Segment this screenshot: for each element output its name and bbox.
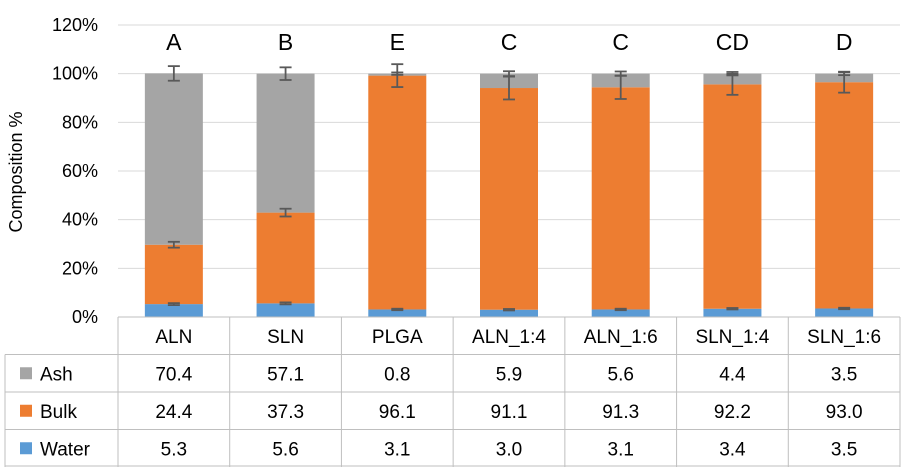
bar-water-aln [144,304,203,317]
significance-letter: E [390,29,405,55]
table-cell: 70.4 [155,364,192,385]
bar-water-sln [256,303,315,317]
table-cell: 5.6 [608,364,634,385]
y-tick-label: 120% [52,15,98,35]
bar-bulk-aln-1-4 [480,88,538,310]
significance-letter: C [612,29,629,55]
x-category-label: ALN_1:6 [584,327,658,348]
table-cell: 4.4 [719,364,746,385]
significance-letter: C [501,29,518,55]
y-axis-label: Composition % [6,111,26,232]
legend-label-ash: Ash [40,364,73,385]
table-cell: 24.4 [155,402,192,423]
table-cell: 3.5 [831,439,857,460]
data-table: ALN SLN PLGA ALN_1:4 ALN_1:6 SLN_1:4 SLN_1:6 As… [4,316,901,467]
x-category-label: SLN_1:6 [807,327,881,348]
table-cell: 5.6 [272,439,298,460]
table-cell: 3.5 [831,364,857,385]
bar-bulk-plga [368,75,427,310]
y-axis: 0% 20% 40% 60% 80% 100% 120% [52,15,98,327]
y-tick-label: 80% [62,112,98,132]
bar-water-sln-1-4 [703,308,762,317]
table-cell: 91.3 [602,402,639,423]
x-category-label: ALN [155,327,192,348]
table-cell: 3.1 [608,439,634,460]
error-bars [167,63,851,312]
bar-water-aln-1-6 [591,309,650,317]
y-tick-label: 100% [52,64,98,84]
significance-letters: A B E C C CD D [166,29,852,55]
table-cell: 96.1 [379,402,416,423]
bar-bulk-sln-1-4 [703,84,762,309]
y-tick-label: 60% [62,161,98,181]
y-tick-label: 40% [62,210,98,230]
bar-water-aln-1-4 [480,309,538,317]
x-category-label: PLGA [372,327,423,348]
bar-water-sln-1-6 [815,308,874,317]
bar-ash-sln [256,73,315,213]
table-cell: 0.8 [384,364,410,385]
significance-letter: A [166,29,182,55]
significance-letter: CD [716,29,749,55]
y-tick-label: 0% [72,307,98,327]
bar-bulk-sln-1-6 [815,82,874,309]
bar-bulk-sln [256,212,315,304]
x-category-label: SLN [267,327,304,348]
x-category-label: SLN_1:4 [695,327,769,348]
table-cell: 93.0 [826,402,863,423]
table-cell: 91.1 [491,402,528,423]
table-cell: 5.3 [161,439,187,460]
legend-label-water: Water [40,439,91,460]
bars [144,73,874,317]
legend-key-ash [20,367,32,380]
table-cell: 92.2 [714,402,751,423]
significance-letter: B [278,29,293,55]
significance-letter: D [836,29,853,55]
x-category-label: ALN_1:4 [472,327,546,348]
bar-bulk-aln [144,244,203,305]
bar-ash-aln [144,73,203,245]
table-cell: 57.1 [267,364,304,385]
legend-label-bulk: Bulk [40,402,77,423]
table-cell: 3.0 [496,439,522,460]
table-cell: 5.9 [496,364,522,385]
table-cell: 3.1 [384,439,410,460]
table-cell: 37.3 [267,402,304,423]
bar-water-plga [368,309,427,317]
table-cell: 3.4 [719,439,746,460]
legend-key-water [20,442,32,455]
bar-bulk-aln-1-6 [591,87,650,310]
legend-key-bulk [20,404,32,417]
y-tick-label: 20% [62,258,98,278]
